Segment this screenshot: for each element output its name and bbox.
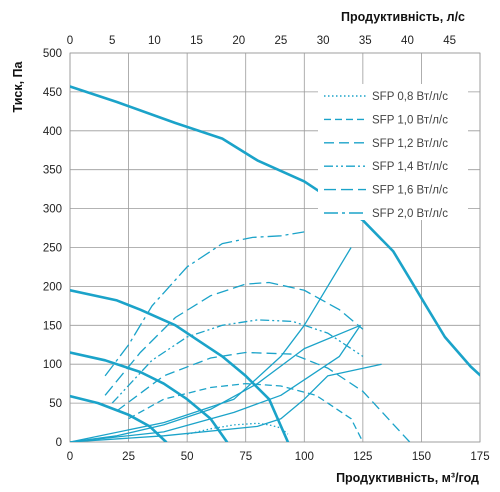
y-tick-label: 450	[43, 87, 62, 99]
y-tick-label: 350	[43, 165, 62, 177]
fan-curve	[70, 289, 290, 442]
curves	[70, 85, 480, 442]
grid	[69, 52, 481, 443]
legend-label: SFP 2,0 Вт/л/с	[372, 208, 448, 220]
sfp-curve	[116, 351, 411, 442]
legend-label: SFP 1,6 Вт/л/с	[372, 185, 448, 197]
fan-curve	[70, 394, 168, 442]
x-tick-label: 25	[122, 451, 135, 463]
x2-axis-title: Продуктивність, л/с	[341, 10, 465, 24]
x2-tick-label: 35	[359, 35, 372, 47]
system-curve	[70, 324, 362, 442]
x-tick-label: 125	[353, 451, 372, 463]
sfp-curve	[104, 231, 305, 377]
legend-label: SFP 1,4 Вт/л/с	[372, 161, 448, 173]
legend: SFP 0,8 Вт/л/с SFP 1,0 Вт/л/с SFP 1,2 Вт/л…	[318, 84, 468, 220]
legend-label: SFP 1,0 Вт/л/с	[372, 114, 448, 126]
legend-label: SFP 1,2 Вт/л/с	[372, 138, 448, 150]
system-curve	[70, 324, 361, 442]
y-tick-label: 150	[43, 320, 62, 332]
x-tick-label: 150	[412, 451, 431, 463]
x2-tick-label: 10	[148, 35, 161, 47]
x2-tick-label: 45	[443, 35, 456, 47]
sfp-curve	[111, 319, 364, 404]
y-tick-label: 500	[43, 48, 62, 60]
plot-frame	[69, 52, 481, 443]
x-tick-label: 75	[239, 451, 252, 463]
y-tick-label: 300	[43, 204, 62, 216]
y-tick-label: 200	[43, 281, 62, 293]
legend-label: SFP 0,8 Вт/л/с	[372, 91, 448, 103]
fan-curve	[70, 85, 480, 377]
x2-tick-label: 5	[109, 35, 115, 47]
system-curve	[70, 363, 382, 442]
x2-tick-label: 0	[67, 35, 73, 47]
sfp-curve	[186, 422, 289, 435]
x-tick-label: 175	[470, 451, 489, 463]
system-curve	[70, 247, 352, 442]
x-tick-label: 0	[67, 451, 73, 463]
x2-tick-label: 20	[232, 35, 245, 47]
y-axis-title: Тиск, Па	[11, 60, 25, 112]
x2-tick-label: 15	[190, 35, 203, 47]
x2-tick-label: 25	[275, 35, 288, 47]
fan-curve	[70, 351, 229, 442]
x-tick-label: 100	[295, 451, 314, 463]
y-tick-label: 400	[43, 126, 62, 138]
x2-tick-label: 40	[401, 35, 414, 47]
x-tick-label: 50	[181, 451, 194, 463]
y-tick-label: 250	[43, 243, 62, 255]
y-tick-label: 0	[56, 437, 62, 449]
legend-box	[318, 84, 468, 220]
x-axis-title: Продуктивність, м³/год	[336, 471, 479, 485]
x2-tick-label: 30	[317, 35, 330, 47]
y-tick-label: 100	[43, 359, 62, 371]
sfp-curve	[104, 281, 364, 396]
y-tick-label: 50	[49, 398, 62, 410]
sfp-curve	[128, 382, 364, 442]
